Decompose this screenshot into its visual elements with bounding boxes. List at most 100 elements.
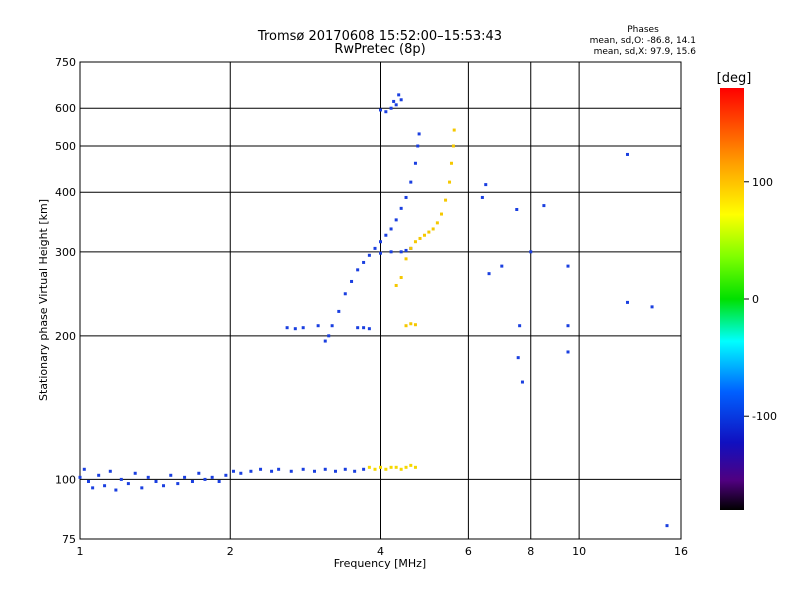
data-points [78,93,669,528]
data-point [404,195,408,199]
data-point [529,250,533,254]
data-point [78,475,82,479]
data-point [487,272,491,276]
data-point [379,465,382,469]
data-point [515,207,519,211]
data-point [140,486,144,490]
data-point [133,471,137,475]
data-point [418,236,422,240]
data-point [277,467,281,471]
y-tick-label: 600 [55,102,76,115]
data-point [362,326,366,330]
data-point [356,326,360,330]
data-point [362,260,366,264]
data-point [217,479,221,483]
data-point [413,465,417,469]
data-point [484,183,488,187]
y-axis-label: Stationary phase Virtual Height [km] [37,199,50,401]
data-point [210,475,214,479]
data-point [435,221,439,225]
data-point [520,380,524,384]
data-point [413,161,417,165]
colorbar-tick-label: 0 [752,293,759,306]
data-point [516,356,520,360]
y-tick-label: 200 [55,330,76,343]
data-point [440,212,444,216]
data-point [146,475,150,479]
data-point [343,292,347,296]
data-point [350,279,354,283]
data-point [404,324,408,328]
data-point [373,467,377,471]
data-point [82,467,86,471]
data-point [356,268,360,272]
data-point [197,471,201,475]
data-point [169,473,173,477]
data-point [566,264,570,268]
data-point [452,128,456,132]
data-point [330,324,334,328]
data-point [87,479,91,483]
data-point [249,469,253,473]
x-tick-label: 8 [527,545,534,558]
data-point [399,206,403,210]
data-point [367,465,371,469]
x-tick-labels: 1 2 4 6 8 10 16 [77,545,689,558]
data-point [239,471,243,475]
data-point [448,180,452,184]
data-point [162,484,166,488]
y-tick-label: 100 [55,473,76,486]
data-point [451,144,455,148]
data-point [367,327,371,331]
data-point [289,469,293,473]
data-point [190,479,194,483]
data-point [337,309,341,313]
data-point [500,264,504,268]
data-point [409,322,413,326]
y-tick-label: 750 [55,56,76,69]
y-tick-label: 500 [55,140,76,153]
data-point [409,246,413,250]
data-point [399,276,403,280]
x-tick-label: 2 [227,545,234,558]
data-point [394,218,398,222]
data-point [97,473,101,477]
data-point [566,324,570,328]
data-point [389,250,393,254]
data-point [399,250,403,254]
x-tick-label: 10 [572,545,586,558]
data-point [413,323,417,327]
data-point [103,484,107,488]
y-tick-label: 75 [62,533,76,546]
y-tick-labels: 75 100 200 300 400 500 600 750 [55,56,76,546]
data-point [203,477,207,481]
data-point [404,257,408,261]
phase-x-stats: mean, sd,X: 97.9, 15.6 [594,47,697,57]
data-point [301,326,305,330]
data-point [293,327,297,331]
y-tick-label: 400 [55,186,76,199]
data-point [416,144,420,148]
data-point [312,469,316,473]
data-point [409,463,413,467]
data-point [270,469,274,473]
data-point [301,467,305,471]
data-point [394,283,398,287]
data-point [323,467,327,471]
data-point [91,486,95,490]
data-point [449,161,453,165]
data-point [542,204,546,208]
data-point [413,240,417,244]
colorbar-tick-label: -100 [752,410,777,423]
x-tick-label: 6 [465,545,472,558]
data-point [362,467,366,471]
data-point [108,469,112,473]
data-point [379,251,382,255]
data-point [114,488,118,492]
x-tick-label: 16 [674,545,688,558]
data-point [389,106,393,110]
phase-heading: Phases [627,25,659,35]
data-point [392,99,396,103]
data-point [399,98,403,102]
